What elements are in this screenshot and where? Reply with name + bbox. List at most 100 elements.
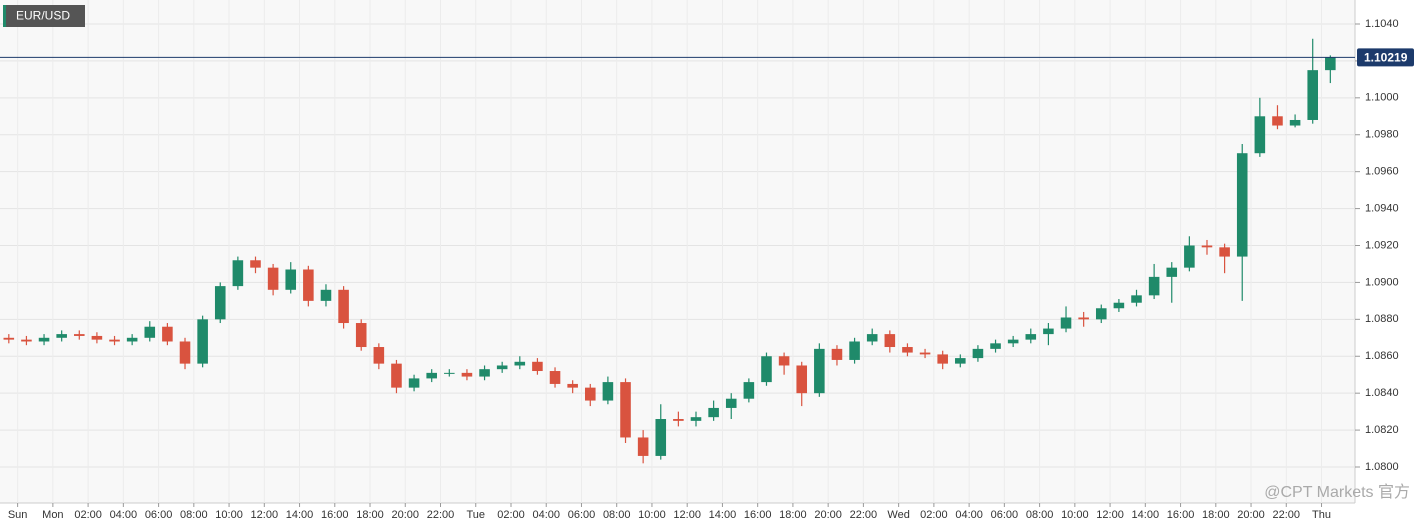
candle-body xyxy=(990,343,1001,349)
y-tick-label: 1.0960 xyxy=(1365,166,1399,178)
candle-body xyxy=(1078,317,1089,320)
candle-body xyxy=(849,341,860,360)
candle-body xyxy=(267,267,279,290)
candle-body xyxy=(567,383,578,388)
y-tick-label: 1.0880 xyxy=(1365,313,1399,325)
title-box xyxy=(3,5,85,27)
candle-body xyxy=(549,371,561,384)
candle-body xyxy=(1184,245,1195,268)
x-tick-label: Wed xyxy=(887,509,909,521)
x-tick-label: 08:00 xyxy=(180,509,208,521)
candle-body xyxy=(1236,153,1248,257)
y-tick-label: 1.1040 xyxy=(1365,18,1399,30)
y-tick-label: 1.0840 xyxy=(1365,387,1399,399)
x-tick-label: 20:00 xyxy=(1237,509,1265,521)
candle-body xyxy=(444,372,455,374)
candle-body xyxy=(3,337,15,340)
y-tick-label: 1.0940 xyxy=(1365,202,1399,214)
candle-body xyxy=(250,260,261,268)
candle-body xyxy=(919,352,931,355)
candle-body xyxy=(338,289,349,324)
title-accent xyxy=(3,5,6,27)
candle-body xyxy=(1166,267,1178,277)
candle-body xyxy=(74,334,85,336)
candle-body xyxy=(21,339,32,342)
candle-body xyxy=(179,341,191,364)
x-tick-label: 16:00 xyxy=(744,509,772,521)
x-tick-label: Mon xyxy=(42,509,63,521)
candle-body xyxy=(866,334,878,342)
candle-body xyxy=(373,347,385,364)
candle-body xyxy=(426,372,437,379)
candle-body xyxy=(743,382,755,399)
candle-body xyxy=(884,334,896,348)
candle-body xyxy=(197,319,208,364)
candle-body xyxy=(1007,339,1019,344)
chart-layer: 1.0800 1.0820 1.0840 1.0860 1.0880 1.0900 1.09… xyxy=(0,0,1399,521)
y-tick-label: 1.0860 xyxy=(1365,350,1399,362)
candle-body xyxy=(109,339,120,342)
candle-body xyxy=(902,347,913,353)
x-tick-label: 10:00 xyxy=(1061,509,1089,521)
x-tick-label: 18:00 xyxy=(356,509,384,521)
x-tick-label: 04:00 xyxy=(532,509,560,521)
candle-body xyxy=(91,335,103,340)
x-tick-label: 16:00 xyxy=(1167,509,1195,521)
candle-body xyxy=(1289,119,1301,126)
candle-body xyxy=(655,419,667,456)
x-tick-label: 18:00 xyxy=(1202,509,1230,521)
candle-body xyxy=(1095,308,1107,320)
x-tick-label: 06:00 xyxy=(991,509,1019,521)
candle-body xyxy=(972,348,984,359)
x-tick-label: 08:00 xyxy=(1026,509,1054,521)
candle-body xyxy=(602,382,614,401)
candle-body xyxy=(955,358,966,364)
candle-body xyxy=(232,260,244,287)
candle-body xyxy=(56,334,67,338)
candle-body xyxy=(461,372,473,377)
candle-body xyxy=(408,378,420,388)
candle-body xyxy=(584,387,596,401)
candle-body xyxy=(1025,334,1037,340)
x-tick-label: 20:00 xyxy=(814,509,842,521)
x-tick-label: 02:00 xyxy=(74,509,102,521)
x-tick-label: 02:00 xyxy=(497,509,525,521)
candle-body xyxy=(1325,57,1336,71)
x-tick-label: 18:00 xyxy=(779,509,807,521)
candle-body xyxy=(937,354,948,364)
candle-body xyxy=(796,365,808,394)
x-tick-label: 04:00 xyxy=(110,509,138,521)
candle-body xyxy=(1254,116,1266,154)
x-tick-label: 06:00 xyxy=(568,509,596,521)
candle-body xyxy=(620,382,631,438)
plot-area xyxy=(0,0,1355,503)
x-tick-label: 12:00 xyxy=(673,509,701,521)
x-tick-label: 10:00 xyxy=(215,509,243,521)
chart-title: EUR/USD xyxy=(16,9,70,23)
x-tick-label: Tue xyxy=(466,509,485,521)
candle-body xyxy=(1201,245,1213,248)
candle-body xyxy=(355,323,367,348)
x-tick-label: 22:00 xyxy=(850,509,878,521)
candle-body xyxy=(514,361,526,366)
x-tick-label: 22:00 xyxy=(427,509,455,521)
candle-body xyxy=(637,437,649,456)
candle-body xyxy=(1113,302,1125,309)
candle-body xyxy=(1060,317,1072,329)
x-tick-label: 12:00 xyxy=(1096,509,1124,521)
candle-body xyxy=(1043,328,1054,335)
x-tick-label: 06:00 xyxy=(145,509,173,521)
candle-body xyxy=(778,356,790,366)
watermark: @CPT Markets 官方 xyxy=(1264,483,1410,501)
y-tick-label: 1.0900 xyxy=(1365,276,1399,288)
y-tick-label: 1.0820 xyxy=(1365,424,1399,436)
candle-body xyxy=(761,356,772,383)
candle-body xyxy=(144,326,156,338)
x-tick-label: 22:00 xyxy=(1273,509,1301,521)
x-tick-label: 20:00 xyxy=(392,509,420,521)
x-tick-label: Sun xyxy=(8,509,28,521)
candle-body xyxy=(285,269,297,290)
candle-body xyxy=(162,326,173,342)
last-price-box xyxy=(1357,48,1414,67)
candle-body xyxy=(725,398,737,408)
